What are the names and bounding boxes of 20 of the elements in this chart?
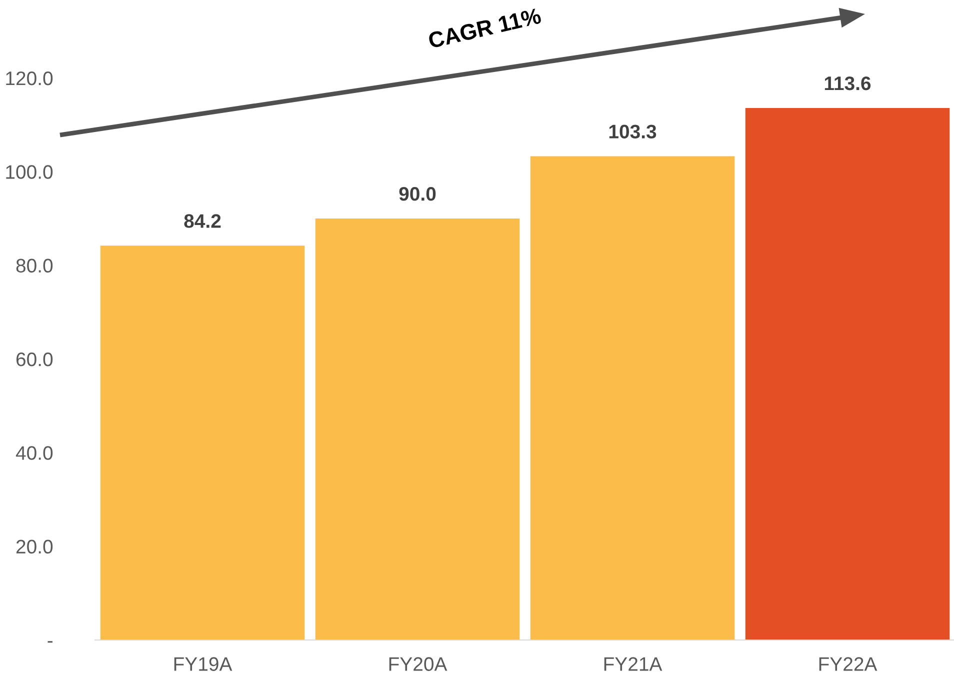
bar — [315, 218, 520, 640]
y-tick-label: 20.0 — [16, 540, 53, 554]
data-label: 84.2 — [184, 214, 221, 228]
y-tick-label: 40.0 — [16, 446, 53, 460]
y-tick-label: 120.0 — [6, 71, 53, 86]
bar — [100, 246, 305, 640]
x-tick-label: FY22A — [819, 657, 878, 671]
data-label: 103.3 — [609, 124, 656, 139]
x-tick-label: FY21A — [604, 657, 662, 671]
x-tick-label: FY19A — [174, 657, 232, 671]
data-label: 113.6 — [824, 76, 871, 90]
bar — [745, 108, 950, 640]
text: CAGR 11% — [428, 8, 542, 49]
y-tick-label: - — [48, 641, 52, 643]
data-label: 90.0 — [399, 187, 436, 201]
y-tick-label: 100.0 — [6, 165, 53, 179]
bar — [530, 156, 735, 640]
x-tick-label: FY20A — [389, 657, 448, 671]
y-tick-label: 60.0 — [16, 352, 53, 366]
y-tick-label: 80.0 — [16, 258, 53, 273]
